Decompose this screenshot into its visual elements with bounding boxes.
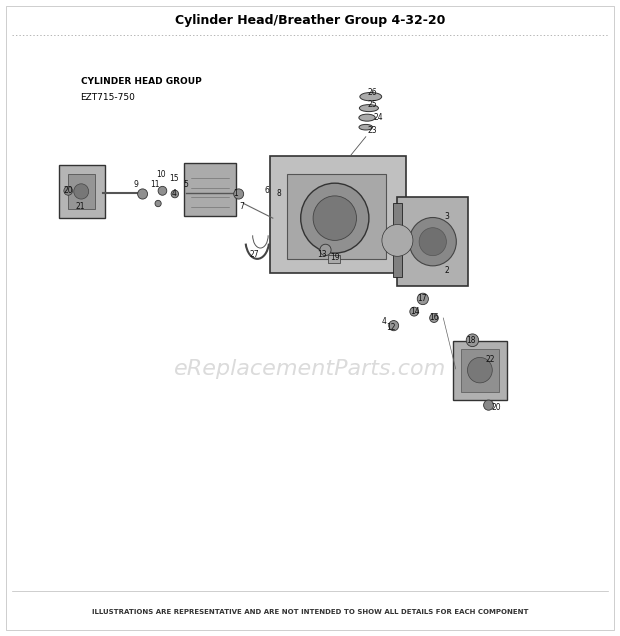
Text: 11: 11 xyxy=(150,180,160,189)
Text: 9: 9 xyxy=(134,180,139,189)
Text: 14: 14 xyxy=(410,307,420,316)
Ellipse shape xyxy=(359,125,373,130)
Ellipse shape xyxy=(360,104,378,112)
Text: 20: 20 xyxy=(491,403,501,411)
Text: eReplacementParts.com: eReplacementParts.com xyxy=(174,359,446,379)
Ellipse shape xyxy=(360,92,382,101)
Text: 2: 2 xyxy=(444,266,449,275)
Circle shape xyxy=(138,189,148,199)
Text: 18: 18 xyxy=(466,336,476,345)
Circle shape xyxy=(64,186,73,195)
Circle shape xyxy=(382,225,413,256)
Circle shape xyxy=(320,244,331,256)
FancyBboxPatch shape xyxy=(393,203,402,277)
Circle shape xyxy=(389,321,399,331)
Text: 5: 5 xyxy=(184,180,188,189)
Circle shape xyxy=(313,196,356,240)
FancyBboxPatch shape xyxy=(461,349,499,392)
Circle shape xyxy=(417,293,428,305)
Circle shape xyxy=(74,184,89,199)
Text: CYLINDER HEAD GROUP: CYLINDER HEAD GROUP xyxy=(81,77,202,86)
Text: 27: 27 xyxy=(249,250,259,259)
Circle shape xyxy=(171,190,179,198)
Text: 19: 19 xyxy=(330,253,340,262)
Text: 22: 22 xyxy=(485,355,495,364)
Text: 13: 13 xyxy=(317,250,327,259)
Text: 7: 7 xyxy=(239,202,244,211)
Text: 8: 8 xyxy=(277,190,281,198)
Text: 20: 20 xyxy=(63,186,73,195)
Text: Cylinder Head/Breather Group 4-32-20: Cylinder Head/Breather Group 4-32-20 xyxy=(175,15,445,27)
Text: 26: 26 xyxy=(367,88,377,97)
Text: 17: 17 xyxy=(417,294,427,303)
Circle shape xyxy=(430,314,438,322)
FancyBboxPatch shape xyxy=(184,163,236,216)
Circle shape xyxy=(234,189,244,199)
Text: 4: 4 xyxy=(382,317,387,326)
FancyBboxPatch shape xyxy=(270,156,406,273)
FancyBboxPatch shape xyxy=(59,165,105,218)
FancyBboxPatch shape xyxy=(397,197,468,286)
Circle shape xyxy=(419,228,446,256)
Circle shape xyxy=(155,200,161,207)
Text: 25: 25 xyxy=(367,100,377,109)
Text: 16: 16 xyxy=(429,314,439,322)
Text: 15: 15 xyxy=(169,174,179,183)
Circle shape xyxy=(409,218,456,266)
Circle shape xyxy=(466,334,479,347)
Text: ILLUSTRATIONS ARE REPRESENTATIVE AND ARE NOT INTENDED TO SHOW ALL DETAILS FOR EA: ILLUSTRATIONS ARE REPRESENTATIVE AND ARE… xyxy=(92,609,528,615)
Text: 1: 1 xyxy=(233,190,238,198)
Text: 23: 23 xyxy=(367,126,377,135)
Text: 6: 6 xyxy=(264,186,269,195)
Circle shape xyxy=(410,307,418,316)
Text: 24: 24 xyxy=(373,113,383,122)
Text: EZT715-750: EZT715-750 xyxy=(81,93,136,102)
Circle shape xyxy=(301,183,369,253)
FancyBboxPatch shape xyxy=(287,174,386,259)
Text: 4: 4 xyxy=(171,190,176,198)
FancyBboxPatch shape xyxy=(68,174,95,209)
Circle shape xyxy=(484,400,494,410)
Text: 3: 3 xyxy=(444,212,449,221)
FancyBboxPatch shape xyxy=(453,341,507,400)
Text: 10: 10 xyxy=(156,170,166,179)
Circle shape xyxy=(467,357,492,383)
FancyBboxPatch shape xyxy=(328,255,340,263)
Circle shape xyxy=(158,186,167,195)
Text: 21: 21 xyxy=(76,202,86,211)
Ellipse shape xyxy=(359,114,375,121)
Text: 12: 12 xyxy=(386,323,396,332)
